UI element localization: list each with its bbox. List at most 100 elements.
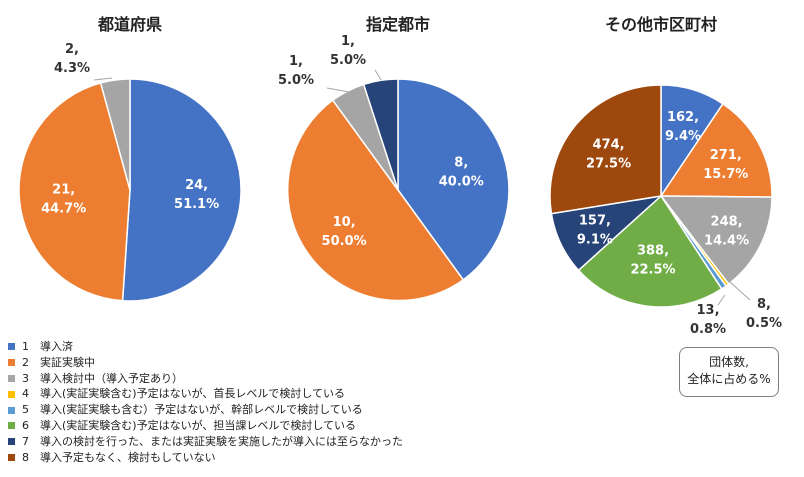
data-label: 10, 50.0% [322, 215, 367, 249]
legend-item-4: 4 導入(実証実験含む)予定はないが、首長レベルで検討している [8, 386, 403, 402]
data-label-value: 157, [579, 214, 611, 229]
pie-slice-category-7 [362, 78, 399, 191]
data-label-percent: 15.7% [703, 167, 748, 182]
legend-number: 6 [22, 418, 29, 432]
data-label-value: 8, [757, 297, 771, 312]
pie-slice-category-6 [577, 194, 723, 308]
data-label-value: 8, [454, 155, 468, 170]
legend-label: 導入済 [40, 340, 73, 353]
data-label-leader-line [717, 294, 726, 306]
data-label-value: 162, [667, 110, 699, 125]
data-label-value: 248, [711, 215, 743, 230]
data-label: 24, 51.1% [174, 178, 219, 212]
legend-swatch [8, 359, 15, 367]
pie-slice-category-3 [659, 195, 773, 286]
data-label-leader-line [729, 281, 751, 301]
data-label-percent: 14.4% [704, 234, 749, 249]
pie-title: その他市区町村 [605, 15, 717, 34]
label-format-note: 団体数, 全体に占める% [679, 347, 779, 397]
data-label: 388, 22.5% [630, 244, 675, 278]
legend-item-6: 6 導入(実証実験含む)予定はないが、担当課レベルで検討している [8, 418, 403, 434]
pie-chart-3: その他市区町村 162, 9.4% 271, 15.7% 248, 14.4% 8, 0.5% 1… [549, 15, 782, 337]
data-label-percent: 50.0% [322, 234, 367, 249]
pie-slice-category-1 [121, 78, 242, 302]
legend-swatch [8, 406, 15, 414]
data-label: 2, 4.3% [54, 42, 90, 76]
data-label-value: 10, [333, 215, 356, 230]
data-label-leader-line [326, 87, 350, 93]
legend-item-5: 5 導入(実証実験も含む）予定はないが、幹部レベルで検討している [8, 402, 403, 418]
data-label-value: 21, [52, 183, 75, 198]
data-label-percent: 22.5% [630, 263, 675, 278]
data-label-percent: 9.4% [665, 129, 701, 144]
legend-item-7: 7 導入の検討を行った、または実証実験を実施したが導入には至らなかった [8, 434, 403, 450]
data-label: 162, 9.4% [665, 110, 701, 144]
legend-number: 5 [22, 403, 29, 417]
data-label: 13, 0.8% [690, 303, 726, 337]
legend-label: 導入(実証実験含む)予定はないが、首長レベルで検討している [40, 387, 346, 401]
legend-label: 導入予定もなく、検討もしていない [40, 450, 216, 464]
pie-slice-category-2 [18, 82, 131, 302]
pie-title: 都道府県 [97, 15, 162, 34]
data-label: 8, 40.0% [439, 155, 484, 189]
data-label: 157, 9.1% [577, 214, 613, 248]
legend-swatch [8, 438, 15, 446]
legend-swatch [8, 343, 15, 351]
data-label: 1, 5.0% [278, 54, 314, 88]
legend: 1 導入済 2 実証実験中 3 導入検討中（導入予定あり） 4 導入(実証実験含む)予定はない… [8, 339, 403, 465]
data-label-value: 271, [710, 148, 742, 163]
legend-item-2: 2 実証実験中 [8, 355, 403, 371]
data-label-value: 2, [65, 42, 79, 57]
pie-slice-category-2 [659, 102, 773, 198]
data-label-percent: 5.0% [278, 73, 314, 88]
data-label: 474, 27.5% [586, 137, 631, 171]
data-label: 8, 0.5% [746, 297, 782, 331]
legend-swatch [8, 390, 15, 398]
legend-item-1: 1 導入済 [8, 339, 403, 355]
legend-swatch [8, 453, 15, 461]
data-label-percent: 5.0% [330, 53, 366, 68]
data-label: 248, 14.4% [704, 215, 749, 249]
pie-chart-1: 都道府県 24, 51.1% 21, 44.7% 2, 4.3% [18, 15, 242, 302]
note-line-2: 全体に占める% [687, 372, 771, 386]
data-label-percent: 0.5% [746, 316, 782, 331]
data-label-value: 1, [289, 54, 303, 69]
data-label: 1, 5.0% [330, 34, 366, 68]
legend-label: 導入検討中（導入予定あり） [40, 371, 183, 385]
legend-item-3: 3 導入検討中（導入予定あり） [8, 371, 403, 387]
legend-number: 2 [22, 355, 29, 369]
data-label-percent: 4.3% [54, 61, 90, 76]
data-label-percent: 9.1% [577, 233, 613, 248]
pie-chart-2: 指定都市 8, 40.0% 10, 50.0% 1, 5.0% 1, 5.0% [278, 15, 510, 302]
legend-swatch [8, 374, 15, 382]
legend-label: 導入(実証実験含む)予定はないが、担当課レベルで検討している [40, 418, 357, 432]
data-label-value: 1, [341, 34, 355, 49]
pie-slice-category-2 [286, 99, 465, 302]
pie-slice-category-1 [397, 78, 510, 281]
legend-label: 導入の検討を行った、または実証実験を実施したが導入には至らなかった [40, 434, 403, 448]
data-label-leader-line [93, 77, 113, 81]
data-label: 271, 15.7% [703, 148, 748, 182]
pie-slice-category-3 [99, 78, 131, 191]
legend-label: 導入(実証実験も含む）予定はないが、幹部レベルで検討している [40, 403, 363, 417]
data-label-percent: 51.1% [174, 197, 219, 212]
note-line-1: 団体数, [709, 355, 749, 369]
data-label-value: 474, [593, 137, 625, 152]
legend-number: 4 [22, 387, 29, 401]
legend-number: 1 [22, 340, 29, 353]
data-label-leader-line [374, 69, 382, 81]
legend-swatch [8, 422, 15, 430]
pie-slice-category-8 [549, 84, 662, 215]
data-label-value: 24, [185, 178, 208, 193]
legend-label: 実証実験中 [40, 355, 95, 369]
legend-number: 3 [22, 371, 29, 385]
data-label-value: 13, [696, 303, 719, 318]
pie-title: 指定都市 [366, 15, 430, 34]
data-label-value: 388, [637, 244, 669, 259]
legend-number: 8 [22, 450, 29, 464]
legend-number: 7 [22, 434, 29, 448]
data-label-percent: 40.0% [439, 174, 484, 189]
legend-item-8: 8 導入予定もなく、検討もしていない [8, 450, 403, 466]
data-label-percent: 27.5% [586, 156, 631, 171]
